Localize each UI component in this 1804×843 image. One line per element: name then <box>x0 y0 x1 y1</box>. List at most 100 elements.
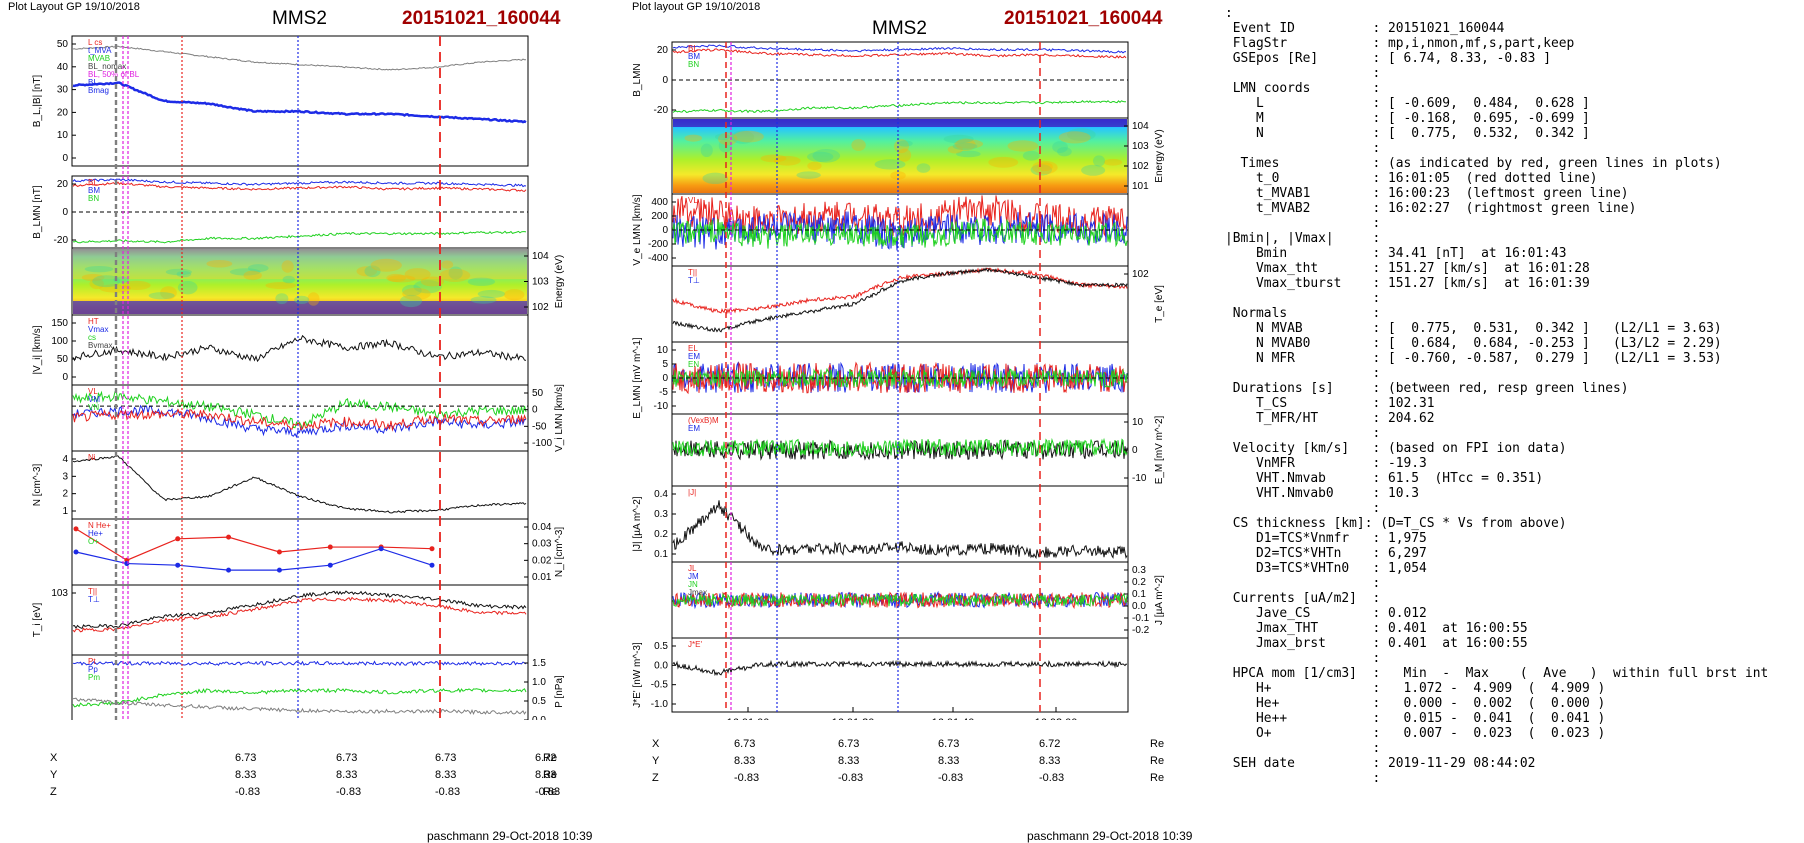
info-line: : <box>1372 771 1381 786</box>
info-line: Vmax_tht : 151.27 [km/s] at 16:01:28 <box>1256 261 1590 276</box>
legend-entry: T⊥ <box>688 276 700 285</box>
spectrogram-blob <box>874 159 906 170</box>
info-line: LMN coords : <box>1232 81 1381 96</box>
legend-entry: BL <box>688 44 698 53</box>
tick-label: 101 <box>1132 181 1149 192</box>
tick-label: 0.3 <box>1132 565 1146 576</box>
series-line <box>72 390 527 430</box>
info-line: Velocity [km/s] : (based on FPI ion data… <box>1232 441 1567 456</box>
tick-label: 20 <box>57 107 69 118</box>
coord-unit: Re <box>1150 755 1165 767</box>
tick-label: 100 <box>51 336 68 347</box>
spectrogram-blob <box>122 280 151 290</box>
axis-label: N [cm^-3] <box>32 464 43 507</box>
spectrogram-blob <box>160 286 177 300</box>
axis-label: B_L,|B| [nT] <box>32 75 43 128</box>
tick-label: 0 <box>62 153 68 164</box>
info-line: : <box>1372 426 1381 441</box>
tick-label: 102 <box>532 302 549 313</box>
panel-R2: 104 103 102 101 Energy (eV) <box>671 117 1165 195</box>
coord-label: Z <box>50 786 57 798</box>
left-spacecraft-label: MMS2 <box>272 8 327 29</box>
panel-frame <box>671 637 1129 713</box>
spectrogram-blob <box>265 282 297 290</box>
axis-label: B_LMN <box>632 63 643 96</box>
series-line <box>672 439 1128 461</box>
spectrogram-blob <box>165 268 192 276</box>
tick-label: 103 <box>1132 141 1149 152</box>
panel-frame <box>71 654 529 720</box>
series-line <box>72 590 527 630</box>
tick-label: 1 <box>62 506 68 517</box>
axis-label: J [µA m^-2] <box>1154 575 1165 625</box>
series-line <box>672 100 1126 114</box>
series-line <box>672 48 1127 59</box>
spectrogram-blob <box>402 287 431 301</box>
tick-label: 0 <box>662 225 668 236</box>
coord-value: 8.33 <box>235 769 257 781</box>
coord-unit: Re <box>543 752 558 764</box>
spectrogram-blob <box>113 276 129 284</box>
legend-entry: BL <box>88 78 98 87</box>
spectrogram-top-band <box>673 119 1127 127</box>
legend-entry: Pp <box>88 665 98 674</box>
info-line: T_MFR/HT : 204.62 <box>1256 411 1435 426</box>
spectrogram-blob <box>477 289 506 299</box>
info-line: HPCA mom [1/cm3] : Min - Max ( Ave ) wit… <box>1232 666 1769 681</box>
info-line: He++ : 0.015 - 0.041 ( 0.041 ) <box>1256 711 1606 726</box>
spectrogram-blob <box>1066 128 1096 142</box>
info-line: Currents [uA/m2] : <box>1232 591 1381 606</box>
tick-label: 0 <box>62 372 68 383</box>
info-line: H+ : 1.072 - 4.909 ( 4.909 ) <box>1256 681 1606 696</box>
legend-entry: Bvmax <box>88 341 112 350</box>
info-line: Times : (as indicated by red, green line… <box>1240 156 1722 171</box>
legend-entry: VM <box>88 395 100 404</box>
coord-value: -0.83 <box>235 786 261 798</box>
info-line: Vmax_tburst : 151.27 [km/s] at 16:01:39 <box>1256 276 1590 291</box>
spectrogram-blob <box>307 292 320 306</box>
series-line <box>672 218 1128 249</box>
tick-label: 104 <box>532 251 549 262</box>
tick-label: 1.5 <box>532 658 546 669</box>
spectrogram-blob <box>470 296 497 304</box>
coord-label: Y <box>50 769 58 781</box>
spectrogram-blob <box>401 284 422 297</box>
series-line <box>72 81 527 124</box>
series-line <box>72 404 527 439</box>
info-line: Event ID : 20151021_160044 <box>1232 21 1505 36</box>
info-line: D3=TCS*VHTn0 : 1,054 <box>1256 561 1427 576</box>
info-line: N : [ 0.775, 0.532, 0.342 ] <box>1256 126 1590 141</box>
legend-entry: VN <box>88 403 99 412</box>
panel-frame <box>71 450 529 520</box>
tick-label: -0.5 <box>651 680 669 691</box>
spectrogram-blob <box>760 154 787 163</box>
tick-label: 0.0 <box>532 715 546 720</box>
info-line: D1=TCS*Vnmfr : 1,975 <box>1256 531 1427 546</box>
tick-label: 0.04 <box>532 522 552 533</box>
tick-label: 4 <box>62 454 68 465</box>
spectrogram-blob <box>439 268 471 282</box>
info-line: Bmin : 34.41 [nT] at 16:01:43 <box>1256 246 1567 261</box>
spectrogram-blob <box>281 260 294 273</box>
coord-label: Y <box>652 755 660 767</box>
spectrogram-blob <box>943 134 974 144</box>
legend-entry: EM <box>688 352 700 361</box>
coord-label: X <box>50 752 58 764</box>
spectrogram-blob <box>1052 141 1068 154</box>
tick-label: 50 <box>57 354 69 365</box>
tick-label: -100 <box>532 438 552 449</box>
panel-L8: 103 T_i [eV] T||T⊥ <box>32 584 529 656</box>
spectrogram-blob <box>386 273 406 283</box>
spectrogram-low-band <box>73 301 527 314</box>
info-line: VHT.Nmvab : 61.5 (HTcc = 0.351) <box>1256 471 1544 486</box>
tick-label: 0.1 <box>654 549 668 560</box>
tick-label: -20 <box>654 105 669 116</box>
coord-value: 6.72 <box>535 752 557 764</box>
spectrogram-blob <box>247 264 269 272</box>
tick-label: 102 <box>1132 269 1149 280</box>
series-line <box>72 45 527 71</box>
time-tick-label: 16:01:20 <box>832 717 875 720</box>
spectrogram-blob <box>717 132 738 146</box>
panel-L7: 0.04 0.03 0.02 0.01N_i [cm^-3] N He+He+O+ <box>71 518 565 586</box>
